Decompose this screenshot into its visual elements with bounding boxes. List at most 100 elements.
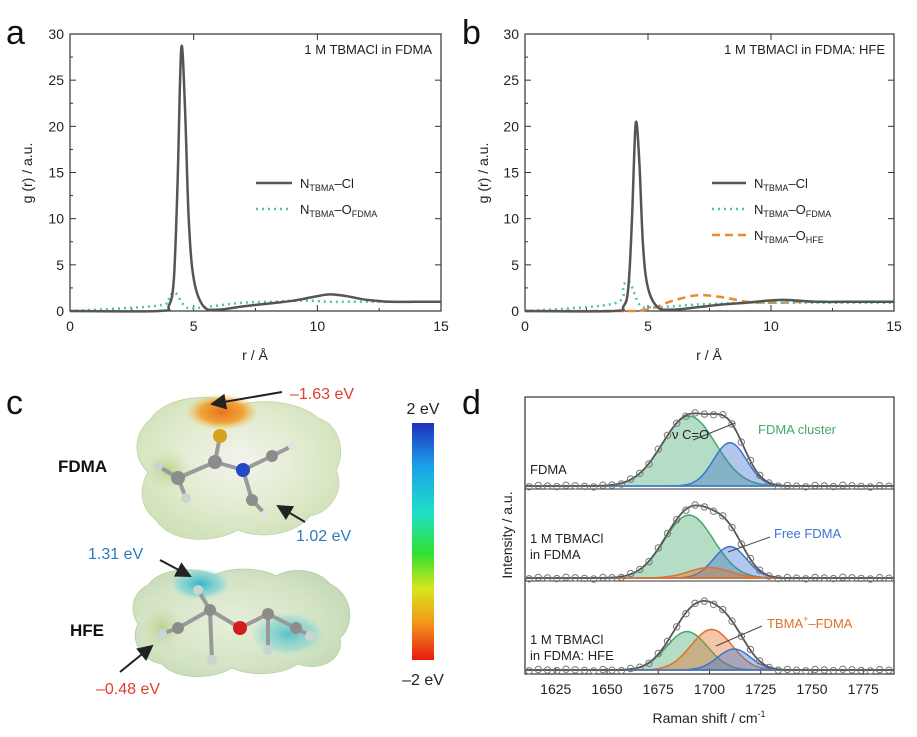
y-axis-title-b: g (r) / a.u.: [475, 143, 491, 204]
data-point: [571, 482, 579, 490]
x-tick-label: 1625: [540, 681, 571, 697]
panel-letter-c: c: [6, 384, 23, 422]
hfe-esp-surface: [132, 568, 351, 678]
fdma-atom-c: [171, 471, 185, 485]
data-point: [580, 574, 589, 583]
raman-row: [525, 409, 894, 491]
x-tick-label: 1700: [694, 681, 725, 697]
data-point: [866, 483, 875, 491]
x-tick-label: 5: [644, 318, 652, 334]
data-point: [654, 445, 662, 453]
raman-row: [525, 501, 894, 583]
data-point: [802, 575, 810, 583]
panel-letter-d: d: [462, 384, 481, 422]
data-point: [553, 574, 561, 583]
hfe-atom-f: [305, 631, 315, 641]
data-point: [765, 663, 773, 672]
x-axis-title-a: r / Å: [242, 347, 268, 363]
data-point: [682, 506, 690, 514]
hfe-atom-o: [233, 621, 247, 635]
carbonyl-stretch-label: ν C=O: [672, 427, 709, 442]
data-point: [829, 574, 838, 583]
x-tick-label: 1750: [796, 681, 827, 697]
data-point: [590, 667, 598, 675]
data-point: [876, 481, 884, 490]
hfe-atom-f: [193, 585, 203, 595]
y-tick-label: 30: [48, 26, 64, 42]
data-point: [857, 482, 865, 491]
arrow-fdma-negative: [210, 391, 283, 410]
y-tick-label: 10: [503, 211, 519, 227]
esp-value-hfe-negative: –0.48 eV: [96, 681, 160, 698]
data-point: [792, 666, 801, 674]
sample-label-fdma: FDMA: [530, 462, 567, 477]
data-point: [792, 482, 801, 490]
sample-label-tbmacl-hfe-1: 1 M TBMACl: [530, 632, 604, 647]
fdma-atom-c: [208, 455, 222, 469]
sample-label-tbmacl-hfe-2: in FDMA: HFE: [530, 648, 614, 663]
data-point: [599, 573, 607, 582]
legend-label-ofdma-a: NTBMA–OFDMA: [300, 202, 377, 219]
x-tick-label: 1725: [745, 681, 776, 697]
y-tick-label: 0: [511, 303, 519, 319]
fdma-esp-surface: [136, 394, 342, 540]
data-point: [553, 482, 561, 491]
data-point: [756, 471, 764, 479]
fdma-atom-o: [213, 429, 227, 443]
data-point: [673, 516, 681, 524]
fit-envelope: [525, 504, 894, 579]
data-point: [673, 419, 681, 427]
callout-tbma-fdma: TBMA+–FDMA: [767, 614, 853, 631]
data-point: [626, 475, 635, 483]
fdma-atom-h: [288, 442, 296, 450]
fdma-atom-f: [181, 493, 191, 503]
data-point: [876, 665, 884, 674]
data-point: [571, 666, 579, 674]
data-point: [645, 659, 653, 667]
data-point: [682, 610, 690, 618]
data-point: [691, 599, 699, 607]
callout-fdma-cluster: FDMA cluster: [758, 422, 837, 437]
panel-letter-a: a: [6, 14, 25, 52]
data-point: [691, 501, 699, 509]
data-point: [728, 523, 736, 532]
curves-b: [524, 120, 894, 313]
fdma-negative-region: [186, 394, 258, 430]
data-point: [885, 666, 893, 674]
y-tick-label: 15: [503, 165, 519, 181]
data-point: [857, 574, 865, 583]
x-tick-label: 15: [433, 318, 449, 334]
data-point: [829, 666, 838, 675]
data-point: [765, 479, 773, 487]
data-point: [792, 574, 801, 582]
arrow-hfe-negative: [119, 644, 154, 673]
data-point: [820, 574, 828, 582]
y-tick-label: 20: [503, 118, 519, 134]
data-point: [580, 666, 589, 675]
data-point: [663, 431, 672, 439]
data-point: [636, 565, 644, 574]
legend-label-cl-b: NTBMA–Cl: [754, 176, 808, 193]
data-point: [562, 573, 570, 581]
data-point: [700, 503, 709, 511]
data-point: [885, 482, 893, 490]
data-point: [839, 481, 847, 489]
data-point: [811, 481, 819, 490]
plot-frame-b: [524, 33, 895, 312]
data-point: [765, 572, 773, 580]
y-tick-label: 20: [48, 118, 64, 134]
data-point: [580, 482, 589, 491]
data-point: [876, 573, 884, 582]
data-point: [783, 481, 792, 490]
data-point: [746, 554, 755, 563]
data-point: [756, 657, 764, 665]
hfe-atom-c: [172, 622, 184, 634]
y-axis-title-d: Intensity / a.u.: [499, 491, 515, 578]
data-point: [543, 482, 552, 490]
data-point: [525, 667, 533, 675]
esp-value-fdma-negative: –1.63 eV: [290, 386, 354, 403]
data-point: [709, 600, 718, 608]
y-tick-label: 30: [503, 26, 519, 42]
data-point: [857, 666, 865, 675]
